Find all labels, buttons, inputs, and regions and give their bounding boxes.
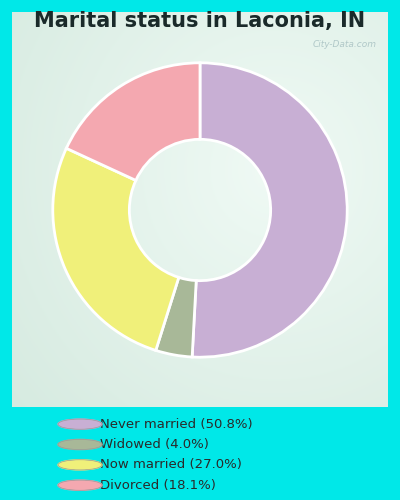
Wedge shape [192,63,347,357]
Text: Marital status in Laconia, IN: Marital status in Laconia, IN [34,12,366,32]
Circle shape [58,419,102,429]
Wedge shape [53,148,179,350]
Circle shape [58,480,102,490]
Text: Now married (27.0%): Now married (27.0%) [100,458,242,471]
Text: Never married (50.8%): Never married (50.8%) [100,418,253,430]
Text: Divorced (18.1%): Divorced (18.1%) [100,478,216,492]
Circle shape [58,440,102,450]
Circle shape [58,460,102,470]
Wedge shape [66,63,200,180]
Text: City-Data.com: City-Data.com [313,40,377,49]
Text: Widowed (4.0%): Widowed (4.0%) [100,438,209,451]
Wedge shape [156,278,196,357]
